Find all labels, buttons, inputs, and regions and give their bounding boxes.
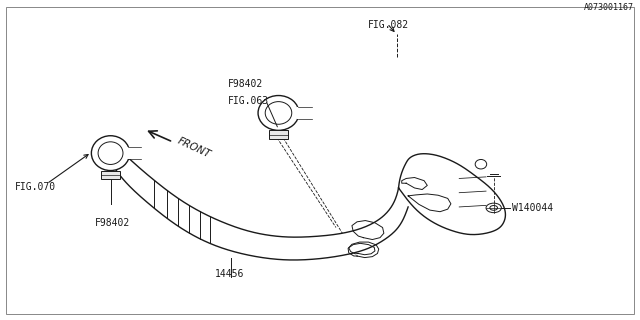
Text: 14456: 14456 — [214, 269, 244, 279]
Text: FIG.070: FIG.070 — [15, 182, 56, 192]
Text: F98402: F98402 — [227, 79, 262, 89]
Polygon shape — [399, 154, 506, 235]
Ellipse shape — [258, 96, 299, 130]
Ellipse shape — [265, 102, 292, 124]
Ellipse shape — [92, 136, 130, 171]
Bar — [269, 130, 288, 139]
Bar — [101, 171, 120, 180]
Text: FIG.063: FIG.063 — [227, 96, 269, 106]
Text: F98402: F98402 — [95, 218, 131, 228]
Ellipse shape — [490, 205, 497, 210]
Ellipse shape — [475, 159, 486, 169]
Text: W140044: W140044 — [511, 203, 553, 213]
Text: FIG.082: FIG.082 — [368, 20, 409, 30]
Bar — [297, 107, 313, 119]
Text: FRONT: FRONT — [176, 136, 212, 160]
Ellipse shape — [98, 142, 123, 164]
Bar — [127, 148, 143, 159]
Ellipse shape — [486, 203, 501, 213]
Text: A073001167: A073001167 — [584, 3, 634, 12]
Polygon shape — [113, 142, 408, 260]
